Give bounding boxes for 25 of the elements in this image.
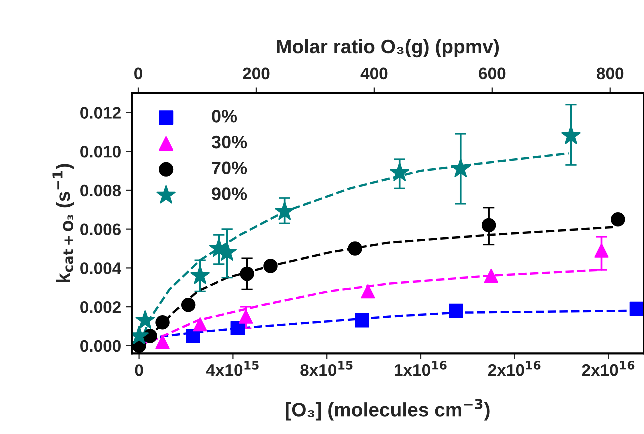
x-tick-label: 8x10$^{15}$ bbox=[300, 361, 353, 376]
y-axis-title: k$_{cat+O₃}$ (s$^{−1}$) bbox=[52, 164, 74, 283]
y-tick-label: 0.010 bbox=[80, 146, 121, 158]
legend-label: 70% bbox=[212, 162, 248, 175]
legend-label: 0% bbox=[212, 110, 238, 123]
y-tick-label: 0.008 bbox=[80, 184, 122, 197]
x2-tick-label: 600 bbox=[479, 68, 506, 80]
x2-tick-label: 200 bbox=[243, 68, 270, 80]
legend-label: 90% bbox=[212, 188, 248, 200]
x-tick-label: 1x10$^{16}$ bbox=[395, 361, 447, 376]
x2-tick-label: 0 bbox=[134, 68, 142, 80]
x2-axis-title: Molar ratio O₃(g) (ppmv) bbox=[277, 39, 500, 58]
legend-label: 30% bbox=[212, 136, 248, 149]
y-tick-label: 0.004 bbox=[80, 262, 122, 274]
x-tick-label: 4x10$^{15}$ bbox=[206, 361, 259, 376]
x-tick-label: 2x10$^{16}$ bbox=[488, 361, 541, 376]
y-tick-label: 0.012 bbox=[80, 107, 121, 119]
x-tick-label: 0 bbox=[135, 364, 144, 376]
x2-tick-label: 400 bbox=[360, 68, 388, 80]
y-tick-label: 0.000 bbox=[80, 340, 121, 352]
x2-tick-label: 800 bbox=[597, 68, 624, 80]
x-axis-title: [O₃] (molecules cm$^{−3}$) bbox=[286, 399, 490, 421]
y-tick-label: 0.002 bbox=[80, 301, 121, 314]
y-tick-label: 0.006 bbox=[80, 224, 122, 236]
x-tick-label: 2x10$^{16}$ bbox=[582, 361, 635, 376]
